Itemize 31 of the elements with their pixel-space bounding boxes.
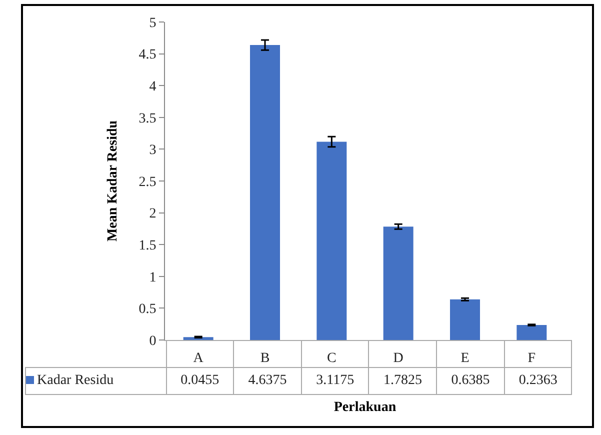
y-tick-label: 3	[149, 143, 156, 158]
data-label: 3.1175	[301, 368, 369, 394]
y-tick-label: 2	[149, 206, 156, 222]
bar	[250, 45, 280, 340]
x-tick-label: E	[460, 350, 470, 366]
y-tick-label: 1	[149, 270, 156, 286]
y-tick-label: 5	[149, 16, 156, 31]
x-axis-title: Perlakuan	[332, 400, 398, 416]
y-tick-label: 4	[149, 80, 156, 94]
data-label: 0.2363	[504, 368, 572, 394]
x-tick-label: F	[528, 350, 536, 366]
data-label: 0.6385	[436, 368, 504, 394]
data-label: 1.7825	[368, 368, 437, 394]
y-tick-label: 0	[149, 334, 156, 349]
data-label: 4.6375	[234, 368, 302, 394]
y-axis-title: Mean Kadar Residu	[105, 120, 120, 242]
bar	[316, 142, 347, 340]
y-tick-label: 0.5	[138, 302, 156, 318]
x-tick-label: A	[193, 350, 204, 366]
y-tick-label: 4.5	[138, 48, 156, 63]
bar	[383, 226, 414, 340]
bar	[516, 324, 547, 340]
y-tick-label: 1.5	[138, 238, 156, 254]
y-tick-label: 2.5	[138, 174, 156, 190]
data-label: 0.0455	[166, 368, 234, 394]
legend-label: Kadar Residu	[37, 373, 114, 388]
y-tick-label: 3.5	[138, 111, 156, 126]
x-tick-label: D	[393, 350, 404, 366]
bar	[450, 299, 480, 340]
x-tick-label: C	[327, 350, 336, 366]
x-tick-label: B	[260, 350, 270, 366]
